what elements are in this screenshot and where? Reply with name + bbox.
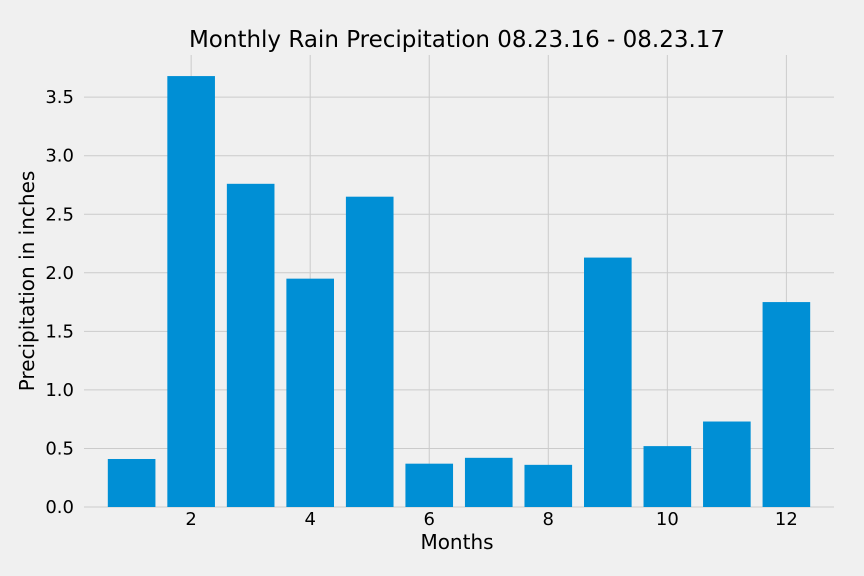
x-grid [190,55,787,507]
y-tick-label: 2.0 [45,263,74,284]
x-tick-label: 6 [424,509,435,530]
x-tick-labels: 2 4 6 8 10 12 [185,509,797,530]
y-tick-labels: 0.0 0.5 1.0 1.5 2.0 2.5 3.0 3.5 [45,87,74,518]
bar-month-2 [167,76,215,507]
bar-month-10 [643,446,692,507]
bar-month-6 [405,463,454,507]
bar-month-3 [226,183,275,507]
x-tick-label: 4 [304,509,315,530]
y-tick-label: 0.5 [45,438,74,459]
x-tick-label: 10 [656,509,679,530]
x-tick-label: 12 [775,509,798,530]
y-tick-label: 3.0 [45,146,74,167]
y-tick-label: 0.0 [45,497,74,518]
x-axis-label: Months [420,530,493,554]
y-tick-label: 1.5 [45,321,74,342]
y-axis-label: Precipitation in inches [15,171,39,392]
y-tick-label: 2.5 [45,204,74,225]
x-tick-label: 8 [543,509,554,530]
bars [107,76,811,507]
y-tick-label: 1.0 [45,380,74,401]
y-tick-label: 3.5 [45,87,74,108]
bar-month-8 [524,464,573,507]
bar-month-4 [286,278,334,507]
bar-month-5 [345,196,394,507]
bar-month-9 [584,257,632,507]
chart-title: Monthly Rain Precipitation 08.23.16 - 08… [189,27,725,53]
bar-month-12 [762,302,811,507]
x-tick-label: 2 [185,509,196,530]
bar-month-7 [464,457,513,507]
bar-month-11 [703,421,751,507]
bar-month-1 [107,458,156,507]
